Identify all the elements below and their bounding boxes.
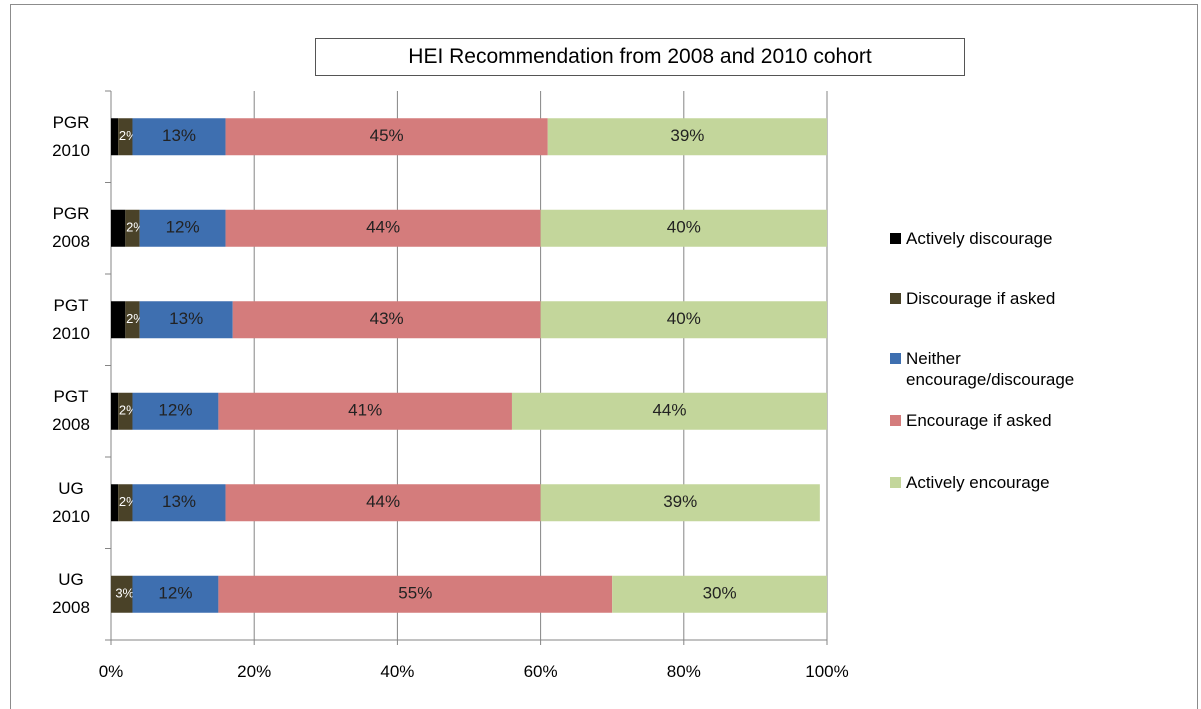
data-label: 41% bbox=[348, 401, 382, 420]
bar-segment bbox=[132, 484, 226, 522]
legend-swatch bbox=[890, 477, 901, 488]
bar-segment bbox=[132, 575, 219, 613]
data-label: 12% bbox=[166, 218, 200, 237]
bar-segment bbox=[111, 209, 126, 247]
chart-title: HEI Recommendation from 2008 and 2010 co… bbox=[315, 38, 965, 76]
x-tick-label: 60% bbox=[523, 662, 558, 681]
legend-label: Neither encourage/discourage bbox=[906, 349, 1075, 389]
data-label: 13% bbox=[169, 309, 203, 328]
legend-swatch bbox=[890, 233, 901, 244]
y-tick-label: PGT 2010 bbox=[52, 295, 90, 343]
bar-segment bbox=[540, 484, 820, 522]
legend-label: Actively encourage bbox=[906, 473, 1050, 492]
bar-segment bbox=[125, 209, 140, 247]
bar-segment bbox=[612, 575, 827, 613]
bar-segment bbox=[540, 301, 827, 339]
bar-segment bbox=[111, 392, 119, 430]
bar-segment bbox=[118, 118, 133, 156]
bar-segment bbox=[547, 118, 827, 156]
legend-label: Discourage if asked bbox=[906, 289, 1056, 308]
bar-segment bbox=[139, 301, 233, 339]
x-tick-label: 0% bbox=[98, 662, 124, 681]
bar-segment bbox=[125, 301, 140, 339]
legend-label: Encourage if asked bbox=[906, 411, 1052, 430]
legend-swatch bbox=[890, 353, 901, 364]
legend-swatch bbox=[890, 293, 901, 304]
data-label: 30% bbox=[703, 584, 737, 603]
data-label: 44% bbox=[366, 492, 400, 511]
bar-segment bbox=[118, 392, 133, 430]
data-label: 39% bbox=[663, 492, 697, 511]
y-tick-label: PGR 2008 bbox=[52, 204, 90, 252]
legend-swatch bbox=[890, 415, 901, 426]
legend-item: Neither encourage/discourage bbox=[890, 348, 1170, 390]
bar-segment bbox=[111, 575, 133, 613]
bar-segment bbox=[218, 575, 613, 613]
bar-segment bbox=[225, 484, 541, 522]
bar-segment bbox=[511, 392, 827, 430]
data-label: 3% bbox=[115, 586, 134, 601]
data-label: 45% bbox=[370, 126, 404, 145]
x-tick-label: 20% bbox=[237, 662, 272, 681]
legend-item: Discourage if asked bbox=[890, 288, 1170, 309]
data-label: 55% bbox=[398, 584, 432, 603]
data-label: 13% bbox=[162, 492, 196, 511]
data-label: 39% bbox=[670, 126, 704, 145]
x-tick-label: 100% bbox=[805, 662, 849, 681]
chart-frame bbox=[10, 4, 1198, 709]
legend-item: Encourage if asked bbox=[890, 410, 1170, 431]
bar-segment bbox=[132, 392, 219, 430]
bar-segment bbox=[111, 484, 119, 522]
y-tick-label: PGR 2010 bbox=[52, 112, 90, 160]
data-label: 44% bbox=[652, 401, 686, 420]
bar-segment bbox=[118, 484, 133, 522]
data-label: 12% bbox=[158, 584, 192, 603]
bar-segment bbox=[111, 301, 126, 339]
data-label: 40% bbox=[667, 218, 701, 237]
data-label: 40% bbox=[667, 309, 701, 328]
y-tick-label: UG 2010 bbox=[52, 478, 90, 526]
bar-segment bbox=[111, 118, 119, 156]
bar-segment bbox=[139, 209, 226, 247]
bar-segment bbox=[232, 301, 541, 339]
bar-segment bbox=[540, 209, 827, 247]
x-tick-label: 40% bbox=[380, 662, 415, 681]
y-tick-label: UG 2008 bbox=[52, 570, 90, 618]
bar-segment bbox=[225, 118, 548, 156]
bar-segment bbox=[225, 209, 541, 247]
legend-label: Actively discourage bbox=[906, 229, 1053, 248]
data-label: 43% bbox=[370, 309, 404, 328]
legend-item: Actively discourage bbox=[890, 228, 1170, 249]
data-label: 12% bbox=[158, 401, 192, 420]
bar-segment bbox=[132, 118, 226, 156]
y-tick-label: PGT 2008 bbox=[52, 387, 90, 435]
data-label: 44% bbox=[366, 218, 400, 237]
x-tick-label: 80% bbox=[666, 662, 701, 681]
data-label: 13% bbox=[162, 126, 196, 145]
legend-item: Actively encourage bbox=[890, 472, 1170, 493]
bar-segment bbox=[218, 392, 512, 430]
